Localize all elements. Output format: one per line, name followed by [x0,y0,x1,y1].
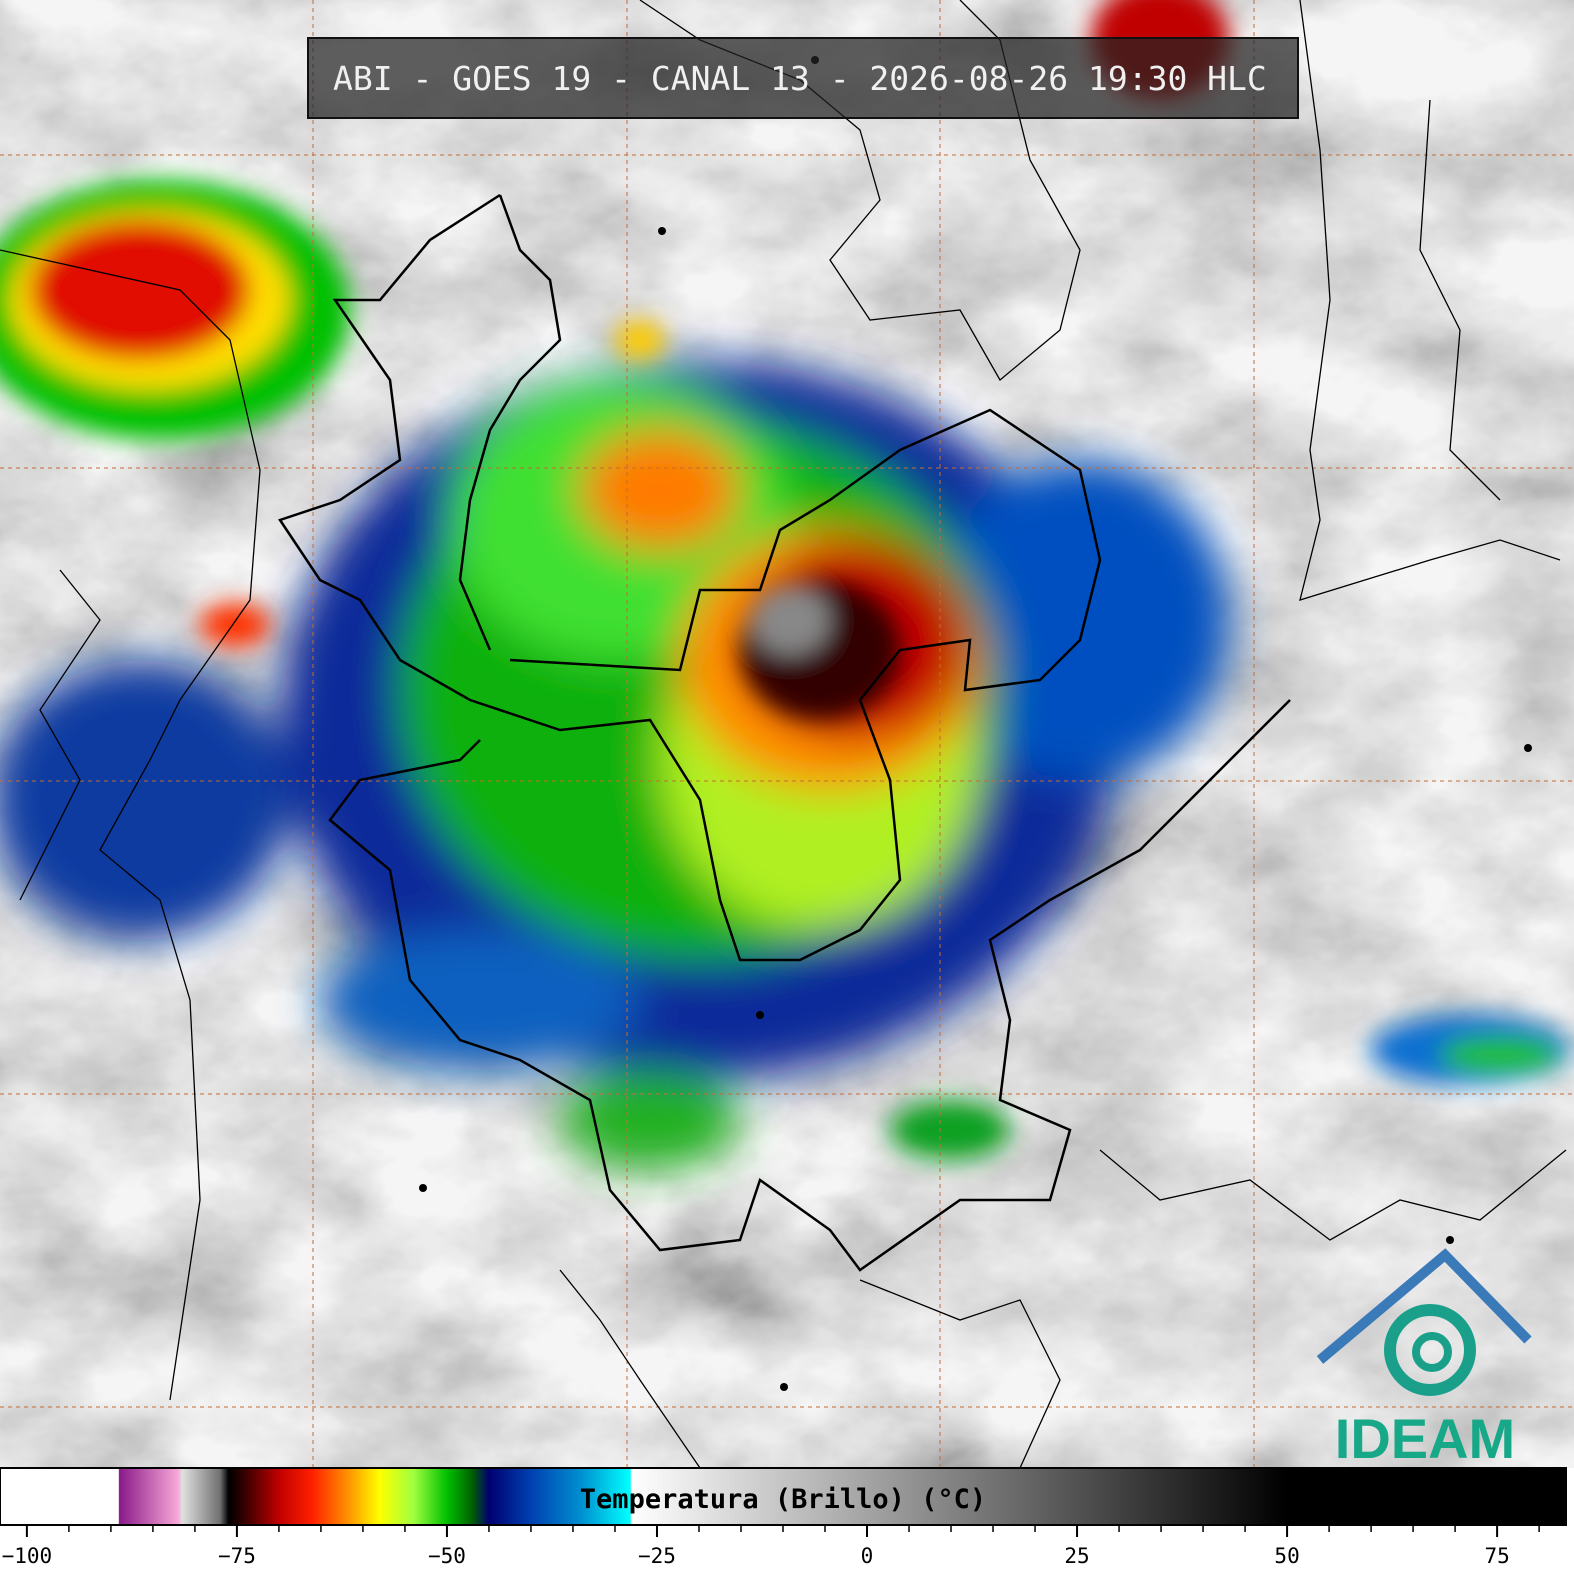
title-box [307,37,1299,119]
borders [278,193,1291,1272]
cities [419,56,1532,1391]
colorbar-label: Temperatura (Brillo) (°C) [580,1484,986,1515]
logo-text: IDEAM [1335,1407,1515,1470]
tick-label: 0 [861,1544,874,1568]
map: IDEAM ABI - GOES 19 - CANAL 13 - 2026-08… [0,0,1574,1470]
graticule [0,0,1574,1468]
tick-label: −25 [638,1544,676,1568]
tick-label: −50 [428,1544,466,1568]
colorbar-gradient [0,1467,1567,1526]
storm-core [0,0,1570,1160]
tick-label: −100 [2,1544,53,1568]
tick-label: 50 [1274,1544,1299,1568]
tick-label: 25 [1064,1544,1089,1568]
colorbar: Temperatura (Brillo) (°C) −100 −75 −50 −25 0… [0,1467,1567,1568]
tick-label: 75 [1484,1544,1509,1568]
logo: IDEAM [1316,1248,1532,1470]
title: ABI - GOES 19 - CANAL 13 - 2026-08-26 19… [333,59,1267,98]
storm-cloud [0,360,1230,1170]
tick-label: −75 [218,1544,256,1568]
subdivisions [0,0,1567,1469]
